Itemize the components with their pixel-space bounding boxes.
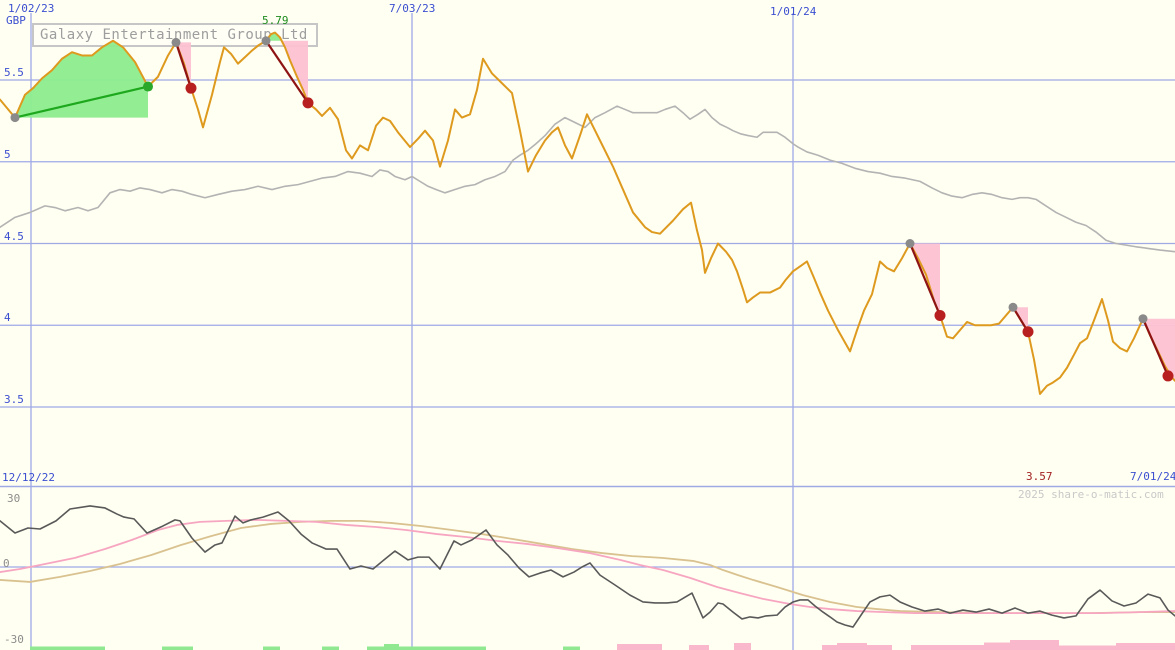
price-tick-3-5: 3.5 [4,393,24,406]
osc-tick-neg-30: -30 [4,633,24,646]
chart-title: Galaxy Entertainment Group Ltd [40,27,308,43]
peak-value-label: 5.79 [262,14,289,27]
lower-date-left: 12/12/22 [2,471,55,484]
currency-label: GBP [6,14,26,27]
trend-areas [15,32,1175,381]
osc-tick-30: 30 [7,492,21,505]
watermark: 2025 share-o-matic.com [1018,488,1164,501]
series-lines [0,31,1175,628]
x-axis-label-right: 1/01/24 [770,5,817,18]
lower-date-right: 7/01/24 [1130,470,1175,483]
trend-dots [10,36,1174,382]
gridlines [0,13,1175,650]
last-trend-value-label: 3.57 [1026,470,1053,483]
osc-tick-0: 0 [3,557,10,570]
trend-lines [14,40,1170,377]
price-tick-4: 4 [4,311,11,324]
signal-bars [30,640,1175,650]
x-axis-label-start: 1/02/23 [8,2,55,15]
price-tick-5: 5 [4,148,11,161]
x-axis-label-mid: 7/03/23 [389,2,436,15]
price-tick-5-5: 5.5 [4,66,24,79]
price-tick-4-5: 4.5 [4,230,24,243]
